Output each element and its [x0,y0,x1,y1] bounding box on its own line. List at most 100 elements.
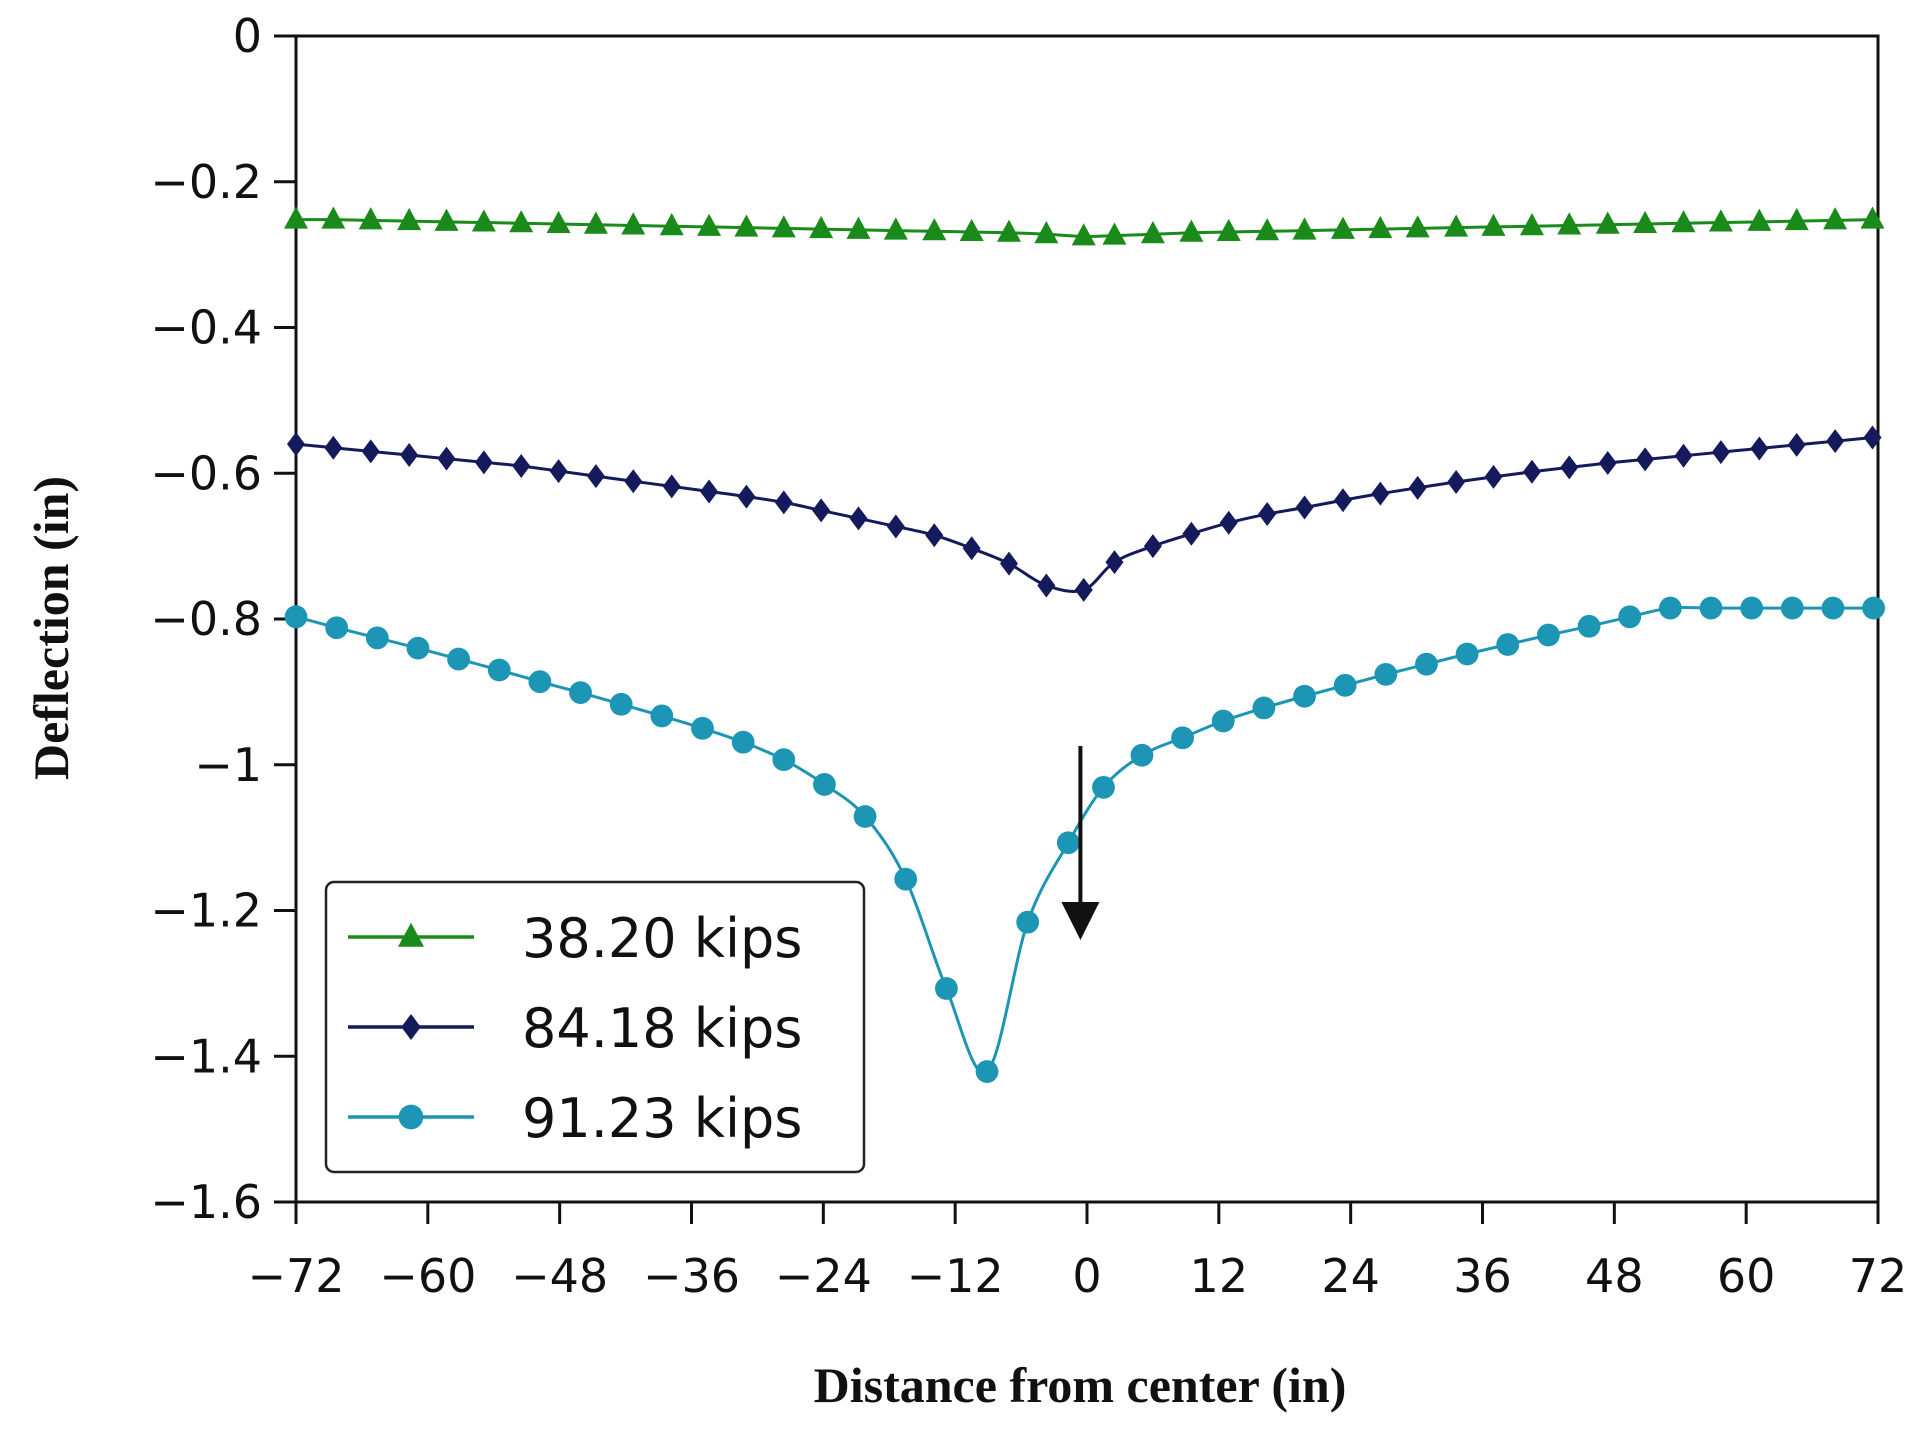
data-point [546,210,571,234]
data-point [1371,481,1390,506]
data-point [1216,218,1241,242]
data-point [1374,662,1398,686]
data-point [774,490,793,515]
data-point [772,748,796,772]
data-point [813,773,836,796]
data-point [569,681,592,705]
data-point [996,219,1021,242]
data-point [1671,210,1696,233]
data-point [849,506,868,531]
data-point [487,658,511,682]
data-point [959,218,984,242]
data-point [771,215,796,238]
data-point [1863,425,1882,450]
data-point [1787,432,1806,457]
x-tick-label: 48 [1585,1249,1644,1303]
data-point [583,211,608,234]
data-point [1560,455,1579,480]
legend-label: 84.18 kips [522,997,802,1060]
data-point [321,206,346,229]
legend-label: 38.20 kips [522,907,802,970]
data-point [1405,215,1430,238]
data-point [512,453,531,478]
data-point [1056,831,1080,855]
x-tick-label: 0 [1072,1249,1101,1303]
data-point [809,215,834,239]
data-point [1780,596,1804,620]
series-layer [284,206,1886,1083]
legend: 38.20 kips 84.18 kips 91.23 kips [324,880,866,1174]
data-point [1092,775,1115,799]
data-point [1577,614,1601,638]
legend-box [324,880,866,1174]
y-tick-label: −0.4 [150,301,262,355]
x-tick-label: −72 [247,1249,344,1303]
data-point [1557,212,1582,235]
legend-item: 91.23 kips [348,1087,802,1150]
data-point [1071,223,1096,246]
data-point [400,443,419,468]
data-point [1182,521,1201,546]
data-point [883,217,908,240]
data-point [1496,633,1520,656]
data-point [1368,215,1393,239]
data-point [1699,596,1723,620]
x-tick-label: −12 [907,1249,1004,1303]
data-point [586,464,605,489]
data-point [1674,443,1693,468]
data-point [1826,429,1845,454]
data-point [324,435,343,460]
data-point [1130,743,1154,767]
data-point [1862,596,1886,620]
data-point [1408,475,1427,500]
data-point [447,647,470,671]
data-point [1016,910,1040,934]
data-point [1258,502,1277,527]
data-point [659,213,684,236]
data-point [287,432,305,457]
axes-layer: 0 −0.2 −0.4 −0.6 −0.8 −1 −1.2 −1.4 −1.6 −72 −60 −48… [150,9,1907,1303]
data-point [1740,596,1764,620]
y-tick-label: −1.6 [150,1175,262,1229]
data-point [1750,436,1769,461]
data-point [731,730,755,754]
data-point [853,805,877,828]
x-tick-label: −48 [511,1249,608,1303]
data-point [406,636,430,660]
data-point [662,474,681,499]
legend-swatch-marker [398,1104,424,1130]
data-point [1708,209,1733,232]
data-point [691,716,714,740]
data-point [894,867,918,891]
data-point [621,212,646,235]
x-tick-label: −24 [775,1249,872,1303]
data-point [1295,495,1314,520]
data-point [1415,652,1438,676]
series-3 [284,596,1886,1083]
data-point [1330,216,1355,239]
data-point [1074,577,1093,602]
data-point [325,616,349,640]
data-point [1444,214,1469,237]
data-point [737,484,756,509]
data-point [922,218,947,241]
x-tick-label: 12 [1190,1249,1249,1303]
load-arrow-head [1061,902,1100,940]
data-point [437,446,456,471]
y-tick-label: −1 [194,738,262,792]
data-point [650,704,674,728]
data-point [934,977,958,1000]
series-2 [287,425,1882,602]
x-tick-label: −36 [643,1249,740,1303]
legend-item: 38.20 kips [348,907,802,970]
data-point [925,523,944,548]
data-point [734,214,759,237]
legend-item: 84.18 kips [348,997,802,1060]
y-tick-label: −0.8 [150,592,262,646]
data-point [1658,596,1682,620]
x-tick-label: 36 [1453,1249,1512,1303]
data-point [812,498,831,523]
data-point [1519,213,1544,236]
annotation-layer [1061,746,1100,940]
data-point [1037,573,1056,598]
